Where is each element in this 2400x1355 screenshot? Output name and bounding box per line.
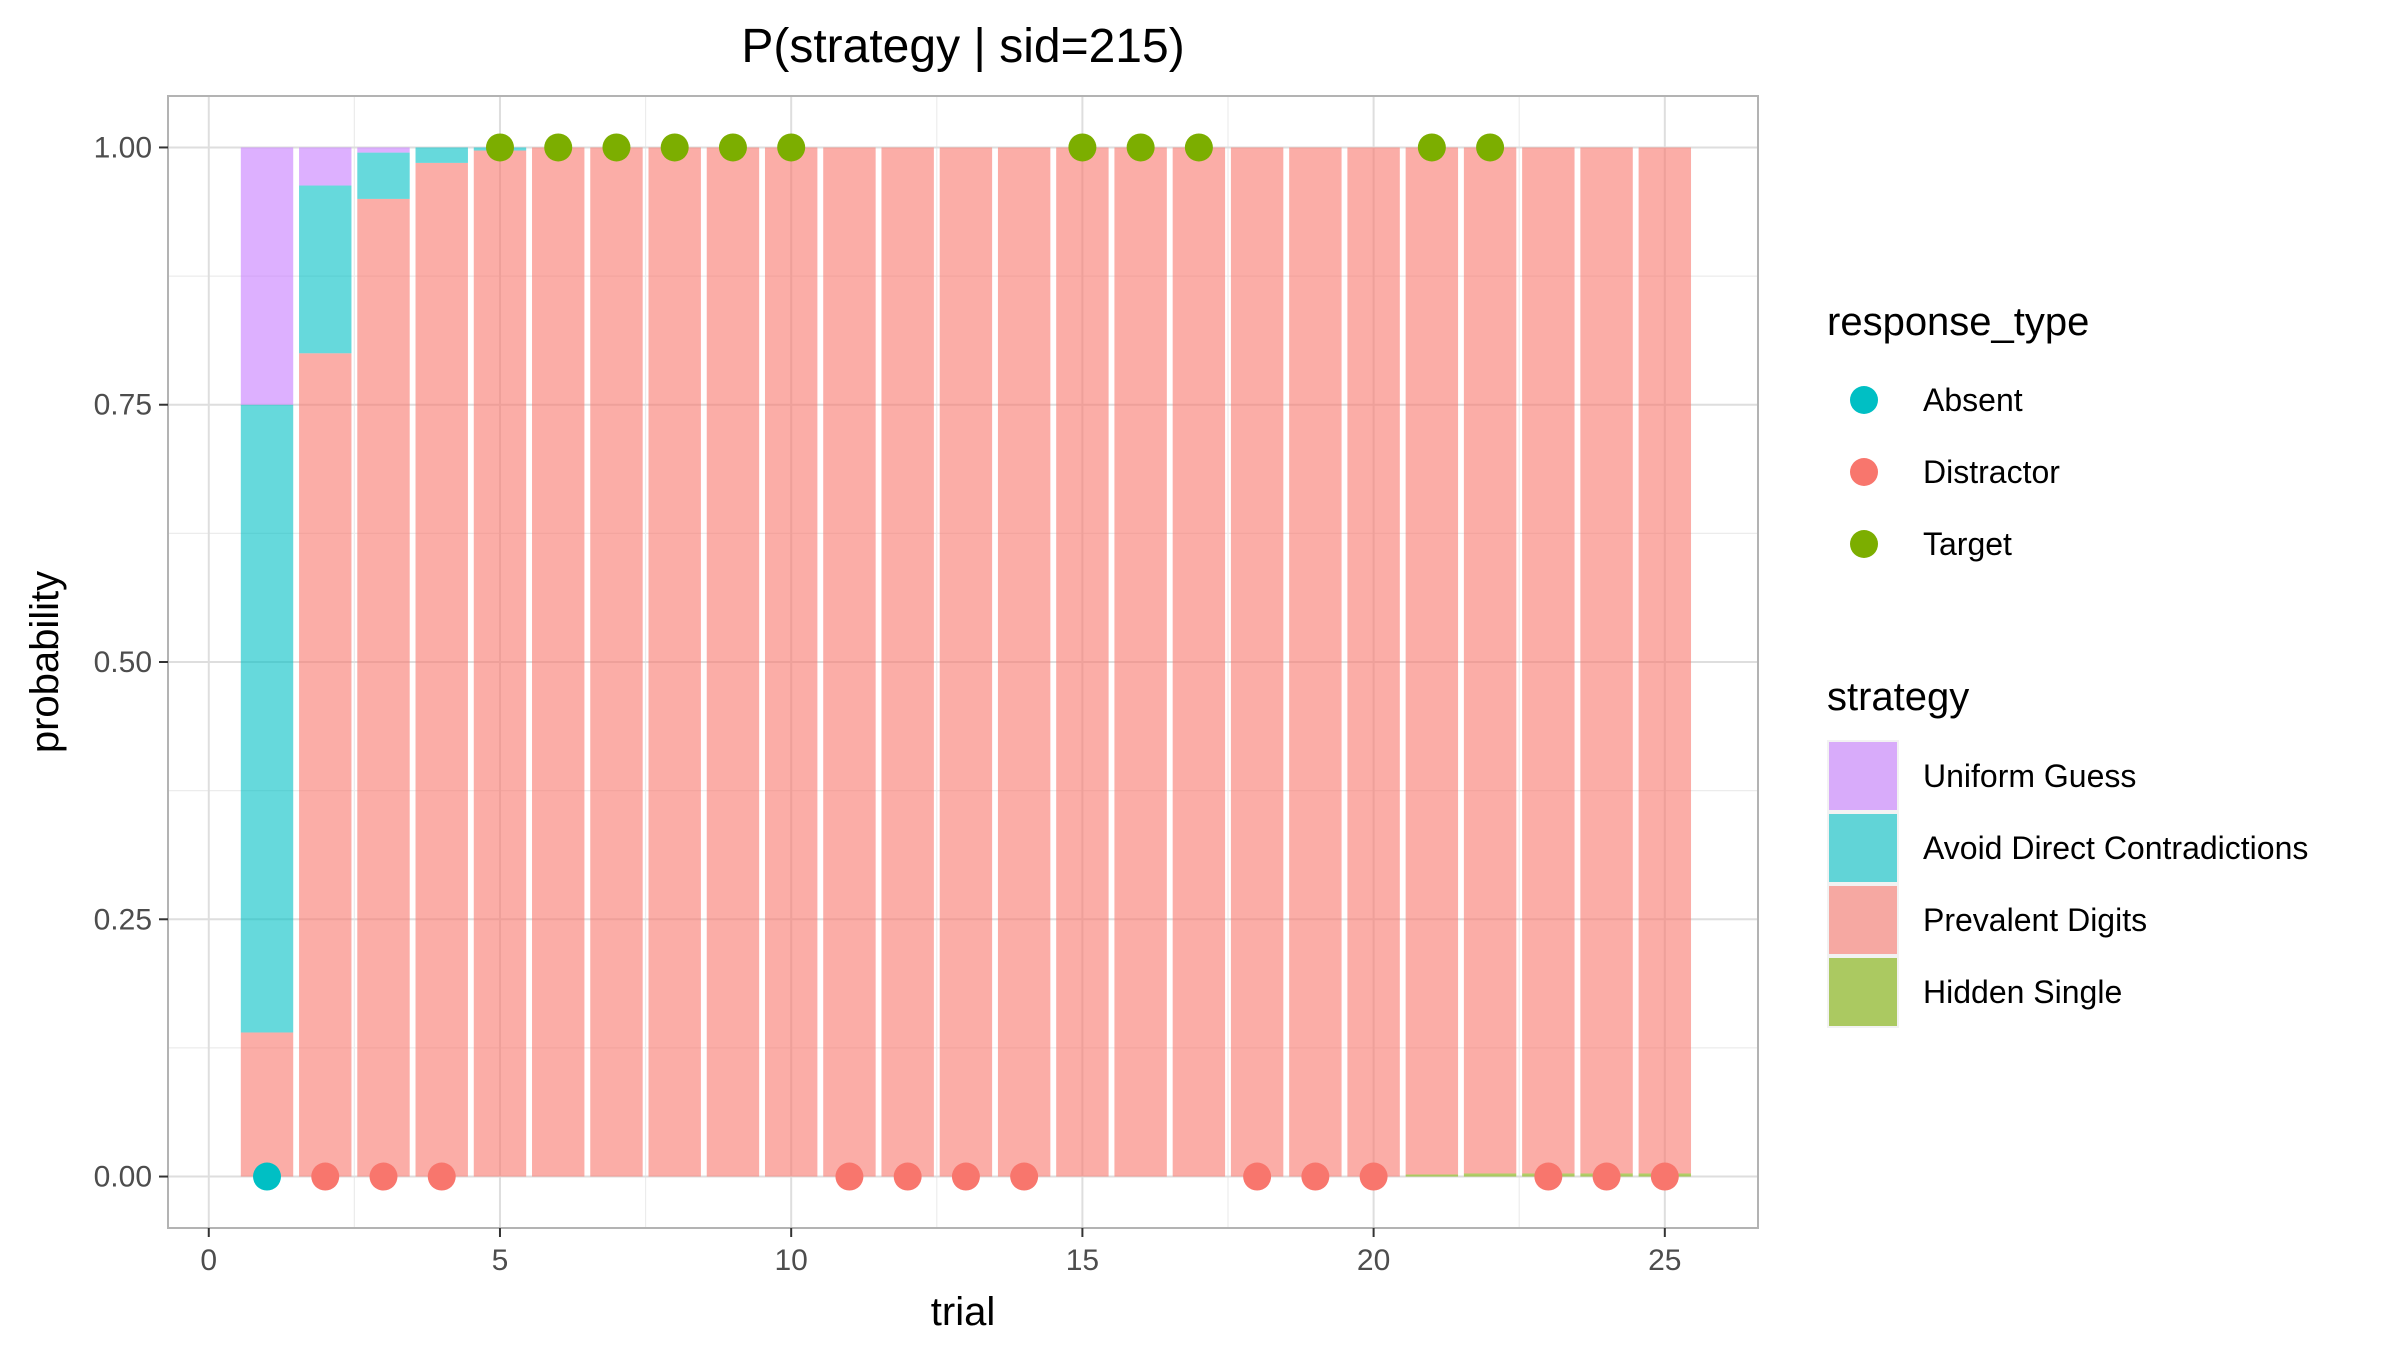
x-tick-label: 10 (774, 1244, 807, 1277)
bar-segment-avoid-direct-contradictions (240, 404, 294, 1033)
legend-layer: response_type Absent Distractor Target strat… (1827, 300, 2308, 1028)
bar-segment-hidden-single (1463, 1173, 1517, 1177)
legend-title-strategy: strategy (1827, 675, 1969, 719)
bar-segment-prevalent-digits (473, 150, 527, 1177)
response-point-target (660, 133, 689, 162)
response-point-distractor (369, 1162, 398, 1191)
y-tick-label: 0.75 (94, 389, 152, 422)
response-point-target (1068, 133, 1097, 162)
response-point-distractor (1534, 1162, 1563, 1191)
legend-label-target: Target (1923, 526, 2012, 562)
response-point-distractor (1301, 1162, 1330, 1191)
bar-segment-prevalent-digits (1463, 147, 1517, 1174)
response-point-target (1184, 133, 1213, 162)
bar-segment-prevalent-digits (532, 147, 585, 1177)
bar-segment-prevalent-digits (299, 353, 352, 1177)
response-point-distractor (1010, 1162, 1039, 1191)
bar-segment-prevalent-digits (881, 147, 934, 1177)
response-point-distractor (1359, 1162, 1388, 1191)
legend-label-distractor: Distractor (1923, 454, 2060, 490)
response-point-target (1126, 133, 1155, 162)
x-tick-label: 5 (492, 1244, 509, 1277)
response-point-distractor (1592, 1162, 1621, 1191)
bar-segment-hidden-single (1405, 1174, 1459, 1177)
legend-label-absent: Absent (1923, 382, 2023, 418)
response-point-target (544, 133, 573, 162)
y-tick-label: 0.00 (94, 1161, 152, 1194)
bar-segment-prevalent-digits (648, 147, 701, 1177)
y-tick-label: 1.00 (94, 131, 152, 164)
bar-segment-prevalent-digits (1230, 147, 1284, 1177)
x-tick-label: 20 (1357, 1244, 1390, 1277)
bar-segment-uniform-guess (299, 147, 352, 186)
bar-segment-prevalent-digits (997, 147, 1051, 1177)
bar-segment-prevalent-digits (1172, 147, 1226, 1177)
bars-layer (240, 147, 1692, 1177)
response-point-distractor (893, 1162, 922, 1191)
response-point-target (718, 133, 747, 162)
bar-segment-prevalent-digits (1056, 147, 1109, 1177)
bar-segment-prevalent-digits (764, 147, 818, 1177)
legend-key-hidden-single (1829, 958, 1897, 1026)
bar-segment-prevalent-digits (1289, 147, 1342, 1177)
x-tick-label: 0 (200, 1244, 217, 1277)
legend-key-absent (1850, 386, 1878, 414)
legend-label-uniform-guess: Uniform Guess (1923, 758, 2136, 794)
response-point-distractor (1243, 1162, 1272, 1191)
response-point-distractor (951, 1162, 980, 1191)
legend-key-distractor (1850, 458, 1878, 486)
x-tick-label: 15 (1066, 1244, 1099, 1277)
axes-layer: 0 5 10 15 20 25 0.00 0.25 0.50 0.75 1.00 (94, 131, 1682, 1277)
response-point-target (1417, 133, 1446, 162)
legend-key-prevalent-digits (1829, 886, 1897, 954)
bar-segment-prevalent-digits (1638, 147, 1692, 1174)
bar-segment-prevalent-digits (1114, 147, 1167, 1177)
legend-key-avoid-direct-contradictions (1829, 814, 1897, 882)
bar-segment-prevalent-digits (1347, 147, 1400, 1177)
legend-title-response-type: response_type (1827, 300, 2089, 344)
response-point-distractor (311, 1162, 340, 1191)
x-axis-label: trial (931, 1290, 995, 1334)
bar-segment-prevalent-digits (415, 162, 468, 1177)
bar-segment-uniform-guess (357, 147, 410, 153)
bar-segment-prevalent-digits (357, 198, 410, 1177)
response-point-target (1476, 133, 1505, 162)
y-tick-label: 0.25 (94, 903, 152, 936)
bar-segment-uniform-guess (240, 147, 294, 405)
bar-segment-prevalent-digits (590, 147, 643, 1177)
response-point-distractor (427, 1162, 456, 1191)
bar-segment-prevalent-digits (1405, 147, 1459, 1175)
bar-segment-prevalent-digits (240, 1032, 294, 1177)
response-point-distractor (1650, 1162, 1679, 1191)
bar-segment-avoid-direct-contradictions (357, 152, 410, 199)
bar-segment-prevalent-digits (823, 147, 876, 1177)
response-point-target (602, 133, 631, 162)
response-point-absent (253, 1162, 282, 1191)
response-point-target (485, 133, 514, 162)
y-tick-label: 0.50 (94, 646, 152, 679)
y-axis-label: probability (23, 571, 67, 753)
bar-segment-prevalent-digits (1522, 147, 1575, 1174)
bar-segment-prevalent-digits (1580, 147, 1633, 1174)
legend-label-avoid-direct-contradictions: Avoid Direct Contradictions (1923, 830, 2308, 866)
response-point-distractor (835, 1162, 864, 1191)
legend-label-hidden-single: Hidden Single (1923, 974, 2122, 1010)
bar-segment-prevalent-digits (706, 147, 760, 1177)
bar-segment-avoid-direct-contradictions (299, 185, 352, 354)
legend-key-target (1850, 530, 1878, 558)
legend-key-uniform-guess (1829, 742, 1897, 810)
chart-title: P(strategy | sid=215) (741, 20, 1184, 73)
points-layer (253, 133, 1679, 1191)
x-tick-label: 25 (1648, 1244, 1681, 1277)
bar-segment-avoid-direct-contradictions (415, 147, 468, 163)
legend-label-prevalent-digits: Prevalent Digits (1923, 902, 2147, 938)
response-point-target (777, 133, 806, 162)
bar-segment-prevalent-digits (939, 147, 993, 1177)
